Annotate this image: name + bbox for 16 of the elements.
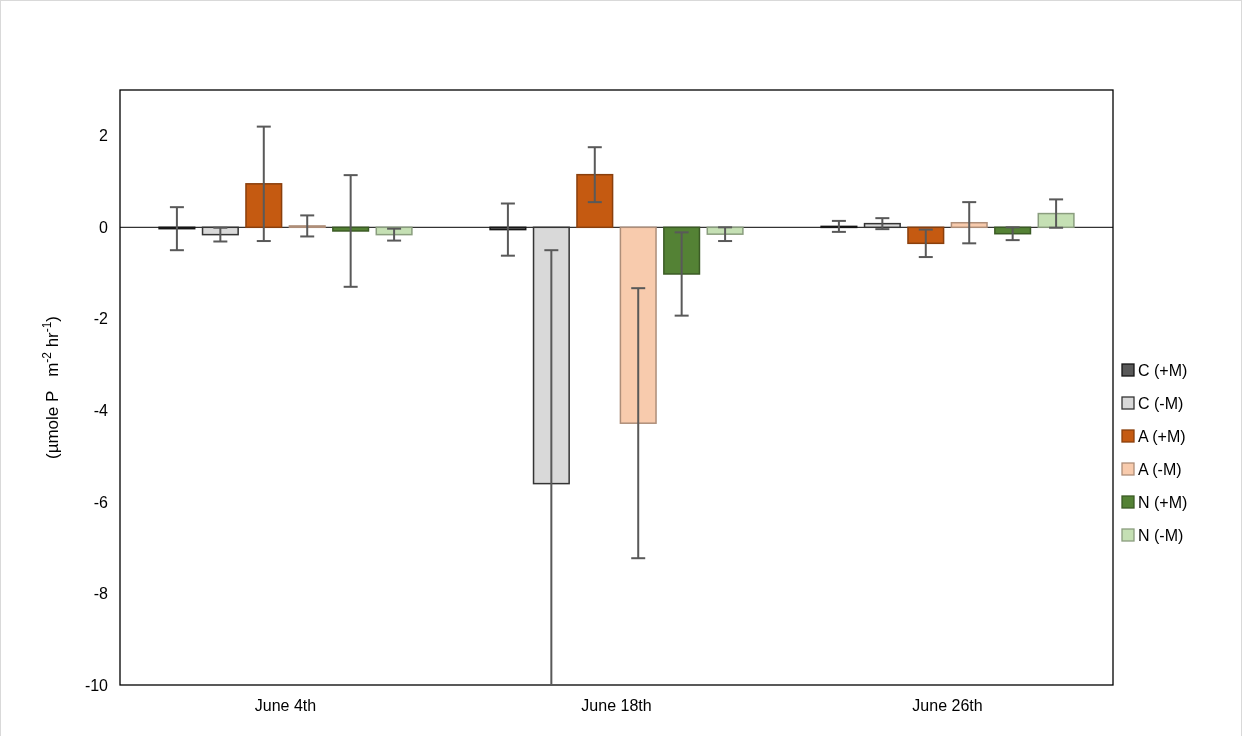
y-tick-label: -8 (93, 585, 109, 603)
y-tick-label: -6 (93, 493, 109, 511)
legend-label: A (-M) (1138, 460, 1182, 478)
y-tick-label: -2 (93, 310, 109, 328)
x-tick-label: June 26th (912, 697, 983, 714)
x-tick-label: June 18th (581, 697, 652, 714)
y-tick-label: -10 (84, 676, 109, 694)
y-tick-label: 2 (99, 127, 109, 145)
legend-label: N (-M) (1138, 526, 1184, 544)
y-tick-label: 0 (99, 218, 109, 236)
legend-label: C (-M) (1138, 394, 1184, 412)
legend-label: C (+M) (1138, 361, 1188, 379)
x-tick-label: June 4th (254, 697, 317, 714)
legend-label: N (+M) (1138, 493, 1188, 511)
legend-label: A (+M) (1138, 427, 1186, 445)
y-tick-label: -4 (93, 401, 109, 419)
